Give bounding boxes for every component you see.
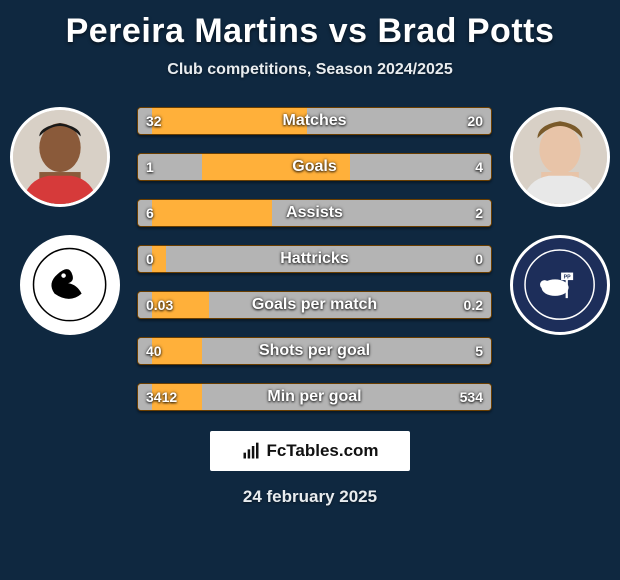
brand-text: FcTables.com bbox=[266, 441, 378, 461]
person-icon bbox=[13, 110, 107, 204]
stat-row: 0.030.2Goals per match bbox=[137, 291, 492, 319]
club-left-badge bbox=[20, 235, 120, 335]
stat-label: Matches bbox=[138, 108, 491, 134]
player-right-avatar bbox=[510, 107, 610, 207]
swan-icon bbox=[32, 247, 107, 322]
stat-label: Goals bbox=[138, 154, 491, 180]
comparison-panel: PP 3220Matches 14Goals 62Assists 00Hattrick… bbox=[0, 107, 620, 411]
subtitle: Club competitions, Season 2024/2025 bbox=[0, 61, 620, 79]
stat-row: 62Assists bbox=[137, 199, 492, 227]
chart-icon bbox=[241, 441, 261, 461]
person-icon bbox=[513, 110, 607, 204]
stat-row: 405Shots per goal bbox=[137, 337, 492, 365]
lamb-badge-icon: PP bbox=[522, 247, 597, 322]
stat-row: 3220Matches bbox=[137, 107, 492, 135]
player-left-avatar bbox=[10, 107, 110, 207]
stat-row: 00Hattricks bbox=[137, 245, 492, 273]
stat-label: Min per goal bbox=[138, 384, 491, 410]
stat-bars: 3220Matches 14Goals 62Assists 00Hattricks 0.… bbox=[137, 107, 492, 411]
stat-row: 14Goals bbox=[137, 153, 492, 181]
stat-label: Hattricks bbox=[138, 246, 491, 272]
stat-label: Assists bbox=[138, 200, 491, 226]
club-right-badge: PP bbox=[510, 235, 610, 335]
svg-text:PP: PP bbox=[564, 275, 572, 281]
brand-badge: FcTables.com bbox=[210, 431, 410, 471]
stat-label: Shots per goal bbox=[138, 338, 491, 364]
date-text: 24 february 2025 bbox=[0, 487, 620, 507]
stat-label: Goals per match bbox=[138, 292, 491, 318]
page-title: Pereira Martins vs Brad Potts bbox=[0, 0, 620, 51]
stat-row: 3412534Min per goal bbox=[137, 383, 492, 411]
